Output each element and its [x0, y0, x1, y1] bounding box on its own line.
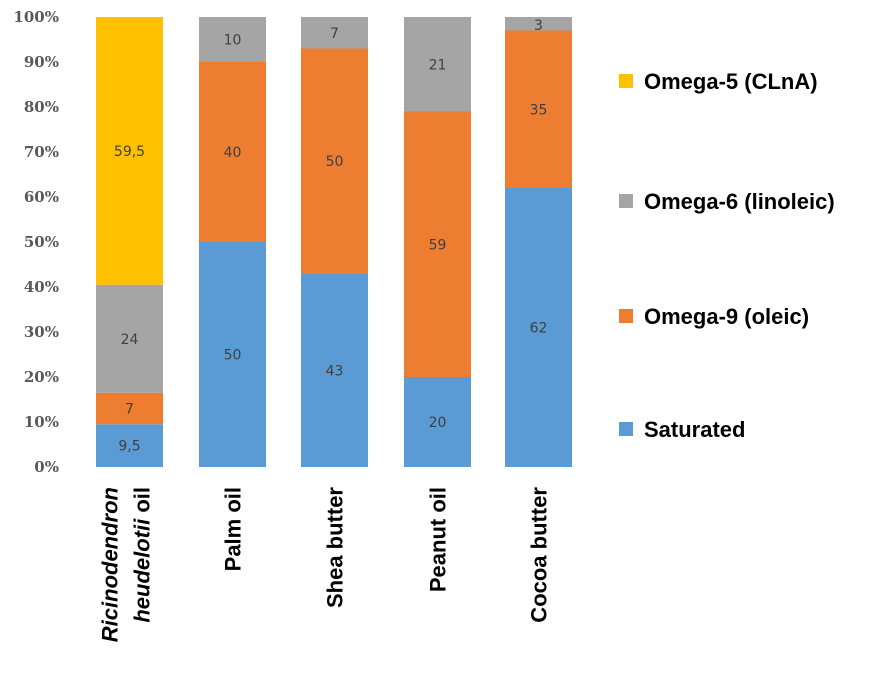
bar-segment — [199, 242, 266, 467]
y-tick-label: 0% — [34, 458, 59, 476]
legend-swatch — [619, 422, 633, 436]
data-label: 24 — [121, 332, 139, 348]
data-label: 40 — [224, 145, 242, 161]
data-label: 20 — [429, 415, 447, 431]
data-label: 62 — [530, 321, 548, 337]
legend-label: Omega-9 (oleic) — [644, 304, 809, 329]
data-label: 3 — [534, 18, 543, 34]
bar-segment — [505, 188, 572, 467]
y-tick-label: 30% — [24, 323, 59, 341]
bar-segment — [301, 48, 368, 274]
x-category-label: Palm oil — [221, 487, 246, 571]
legend-label: Omega-5 (CLnA) — [644, 69, 818, 94]
data-label: 50 — [224, 348, 242, 364]
data-label: 50 — [326, 154, 344, 170]
y-tick-label: 20% — [24, 368, 59, 386]
y-tick-label: 100% — [13, 8, 59, 26]
y-tick-label: 90% — [24, 53, 59, 71]
data-label: 21 — [429, 57, 447, 73]
bar-segment — [96, 424, 163, 467]
svg-text:Ricinodendron: Ricinodendron — [98, 487, 123, 642]
svg-text:heudelotii oil: heudelotii oil — [130, 487, 155, 623]
legend-swatch — [619, 309, 633, 323]
bar-segment — [505, 17, 572, 31]
x-axis: Ricinodendron heudelotii oil Palm oil Shea … — [98, 487, 552, 643]
bar-segment — [96, 392, 163, 425]
y-axis: 0% 10% 20% 30% 40% 50% 60% 70% 80% 90% 100% — [13, 8, 59, 476]
legend-swatch — [619, 74, 633, 88]
bars — [96, 17, 572, 467]
bar-segment — [505, 30, 572, 188]
data-label: 59,5 — [114, 144, 145, 160]
bar-segment — [199, 62, 266, 242]
y-tick-label: 50% — [24, 233, 59, 251]
data-labels: 9,5 7 24 59,5 50 40 10 43 50 7 20 59 21 62 35 3 — [114, 18, 548, 455]
y-tick-label: 60% — [24, 188, 59, 206]
data-label: 7 — [125, 402, 134, 418]
data-label: 35 — [530, 102, 548, 118]
y-tick-label: 70% — [24, 143, 59, 161]
bar-segment — [301, 17, 368, 49]
data-label: 10 — [224, 33, 242, 49]
legend-label: Saturated — [644, 417, 745, 442]
data-label: 9,5 — [118, 439, 140, 455]
data-label: 7 — [330, 26, 339, 42]
x-category-label: Cocoa butter — [527, 487, 552, 623]
data-label: 59 — [429, 237, 447, 253]
data-label: 43 — [326, 363, 344, 379]
x-category-label: Peanut oil — [426, 487, 451, 592]
bar-segment — [404, 17, 471, 112]
bar-segment — [199, 17, 266, 62]
legend-label: Omega-6 (linoleic) — [644, 189, 835, 214]
y-tick-label: 80% — [24, 98, 59, 116]
y-tick-label: 10% — [24, 413, 59, 431]
bar-segment — [404, 111, 471, 377]
legend-swatch — [619, 194, 633, 208]
bar-segment — [404, 377, 471, 467]
x-category-label: Shea butter — [323, 487, 348, 608]
y-tick-label: 40% — [24, 278, 59, 296]
bar-segment — [96, 284, 163, 393]
x-category-label: Ricinodendron heudelotii oil — [98, 487, 155, 642]
bar-segment — [96, 17, 163, 285]
bar-segment — [301, 273, 368, 467]
legend: Omega-5 (CLnA) Omega-6 (linoleic) Omega-9 … — [619, 69, 835, 442]
